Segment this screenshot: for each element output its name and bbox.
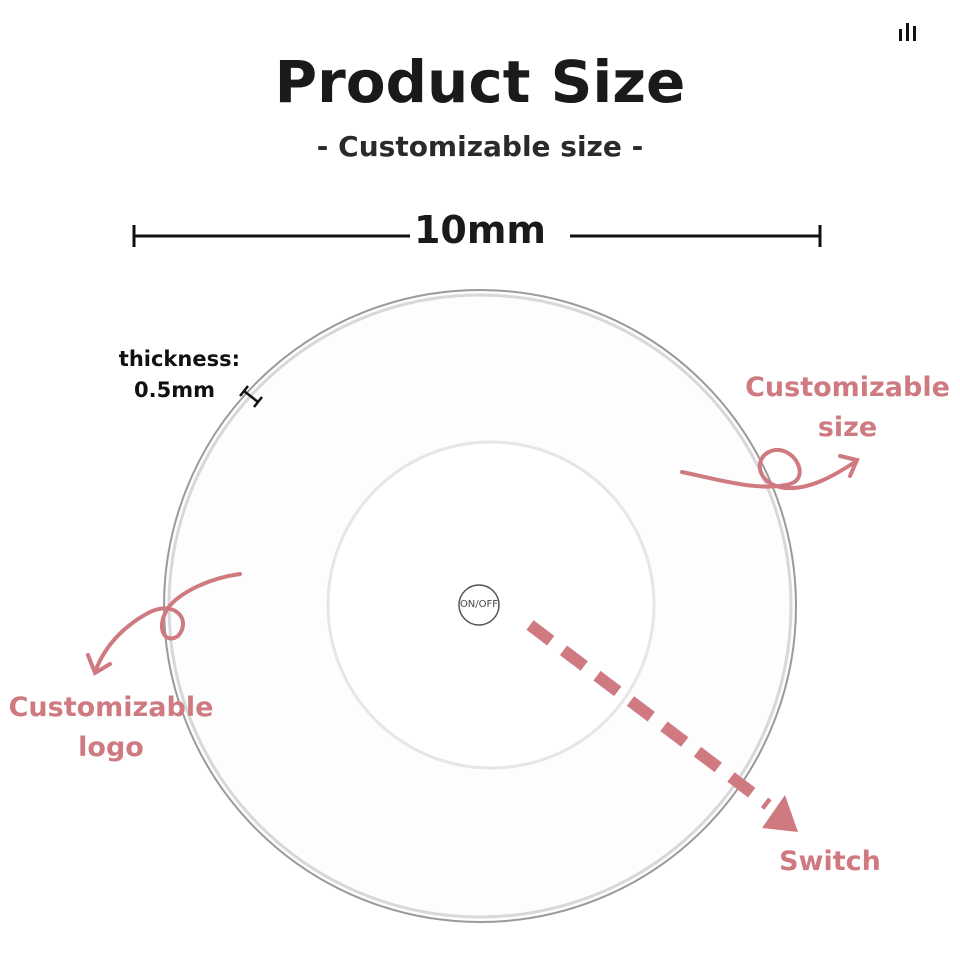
logo-label-line1: Customizable [8, 692, 214, 723]
subtitle: - Customizable size - [316, 130, 644, 163]
thickness-label: thickness: 0.5mm [100, 344, 240, 406]
curly-arrow-icon [680, 447, 860, 491]
size-label-line1: Customizable [745, 372, 950, 403]
logo-label-line2: logo [78, 732, 144, 763]
on-off-button-icon [458, 584, 500, 626]
thickness-caption: thickness: [118, 347, 240, 371]
on-off-label: ON/OFF [459, 599, 499, 610]
size-label-line2: size [817, 412, 878, 443]
customizable-logo-label: Customizable logo [0, 688, 222, 768]
signal-bars-icon [897, 20, 919, 46]
thickness-mark-icon [239, 385, 263, 408]
page-title: Product Size [274, 48, 686, 116]
curly-arrow-icon [86, 572, 242, 676]
thickness-value: 0.5mm [134, 378, 215, 402]
customizable-size-label: Customizable size [735, 368, 960, 448]
switch-label: Switch [779, 846, 881, 877]
dashed-arrow-icon [526, 620, 798, 832]
dimension-label: 10mm [413, 208, 547, 252]
dimension-line-icon [132, 225, 822, 247]
